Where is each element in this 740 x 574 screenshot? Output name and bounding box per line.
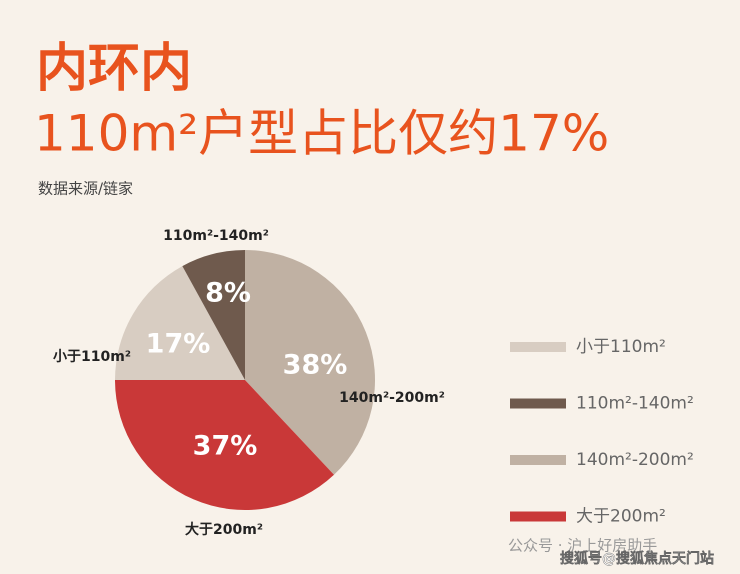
pie-slice [182, 250, 245, 380]
legend-swatch [510, 342, 566, 352]
legend-swatch [510, 398, 566, 409]
pie-slice [115, 380, 334, 511]
legend-label: 140m²-200m² [576, 450, 694, 470]
source-note: 数据来源/链家 [38, 180, 133, 198]
slice-label: 大于200m² [185, 521, 263, 538]
value-label: 37% [193, 431, 258, 462]
legend-swatch [510, 511, 566, 522]
legend-label: 110m²-140m² [576, 394, 694, 414]
legend-label: 大于200m² [576, 507, 666, 527]
value-label: 38% [283, 350, 348, 381]
watermark: 搜狐号@搜狐焦点天门站 [560, 550, 714, 567]
slice-label: 140m²-200m² [339, 390, 445, 406]
value-label: 8% [205, 278, 251, 309]
value-label: 17% [146, 329, 211, 360]
chart-subtitle: 110m²户型占比仅约17% [34, 105, 609, 163]
pie-slice [245, 250, 375, 475]
legend-swatch [510, 455, 566, 465]
pie-slice [115, 266, 245, 380]
watermark: 公众号 · 沪上好房助手 [508, 537, 657, 555]
chart-title: 内环内 [36, 39, 192, 99]
legend-label: 小于110m² [576, 337, 666, 357]
slice-label: 110m²-140m² [163, 228, 269, 244]
slice-label: 小于110m² [53, 349, 131, 365]
